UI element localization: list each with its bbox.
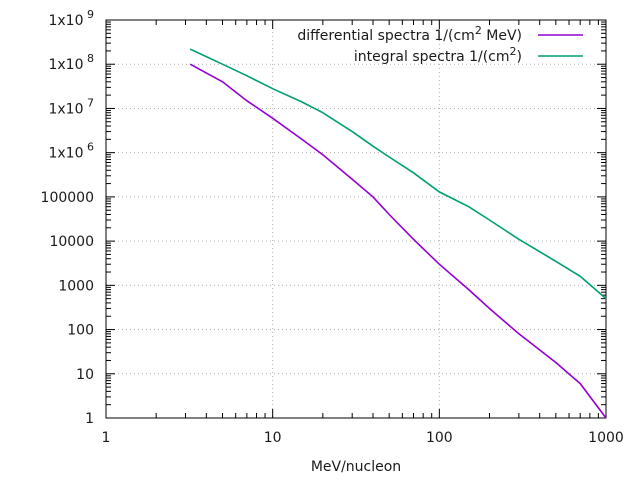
x-tick-label: 1000 bbox=[588, 430, 624, 446]
y-tick-label-base: 100 bbox=[67, 323, 94, 339]
y-tick-label-base: 1 bbox=[85, 411, 94, 427]
series-line-1 bbox=[189, 63, 607, 419]
y-tick-label-base: 10000 bbox=[49, 234, 94, 250]
legend-label-exponent: 2 bbox=[475, 24, 482, 37]
legend-label-text: differential spectra 1/(cm bbox=[297, 28, 474, 44]
legend-label-text: integral spectra 1/(cm bbox=[354, 49, 510, 65]
y-tick-label-base: 1x10 bbox=[48, 57, 83, 73]
plot-frame bbox=[105, 19, 607, 419]
y-tick-label-base: 1000 bbox=[58, 278, 94, 294]
y-tick-label: 100000 bbox=[41, 190, 94, 206]
y-tick-label-base: 1x10 bbox=[48, 13, 83, 29]
legend: differential spectra 1/(cm2 MeV)integral… bbox=[297, 24, 583, 65]
y-tick-label-base: 1x10 bbox=[48, 146, 83, 162]
series-line-2 bbox=[189, 48, 607, 300]
y-tick-label: 10000 bbox=[49, 234, 94, 250]
x-axis-label: MeV/nucleon bbox=[311, 459, 401, 475]
y-tick-label: 100 bbox=[67, 323, 94, 339]
y-tick-label-base: 10 bbox=[76, 367, 94, 383]
y-tick-label: 1x10 8 bbox=[48, 52, 94, 73]
y-tick-label-exponent: 7 bbox=[84, 96, 95, 109]
x-tick-label: 1 bbox=[102, 430, 111, 446]
legend-label-exponent: 2 bbox=[510, 45, 517, 58]
grid-layer bbox=[106, 20, 606, 418]
legend-label-suffix: ) bbox=[517, 49, 522, 65]
legend-label-2: integral spectra 1/(cm2) bbox=[354, 45, 522, 65]
y-tick-label: 1x10 9 bbox=[48, 8, 94, 29]
y-tick-label-exponent: 6 bbox=[84, 141, 95, 154]
y-tick-label-base: 100000 bbox=[41, 190, 94, 206]
legend-label-suffix: MeV) bbox=[482, 28, 522, 44]
x-tick-label: 10 bbox=[264, 430, 282, 446]
y-tick-label-base: 1x10 bbox=[48, 101, 83, 117]
x-tick-label: 100 bbox=[426, 430, 453, 446]
y-tick-label-exponent: 8 bbox=[84, 52, 95, 65]
y-tick-label: 10 bbox=[76, 367, 94, 383]
y-tick-label: 1x10 7 bbox=[48, 96, 94, 117]
series-layer bbox=[189, 48, 607, 419]
legend-label-1: differential spectra 1/(cm2 MeV) bbox=[297, 24, 522, 44]
y-tick-label-exponent: 9 bbox=[84, 8, 95, 21]
y-tick-label: 1 bbox=[85, 411, 94, 427]
y-tick-label: 1000 bbox=[58, 278, 94, 294]
y-tick-label: 1x10 6 bbox=[48, 141, 94, 162]
